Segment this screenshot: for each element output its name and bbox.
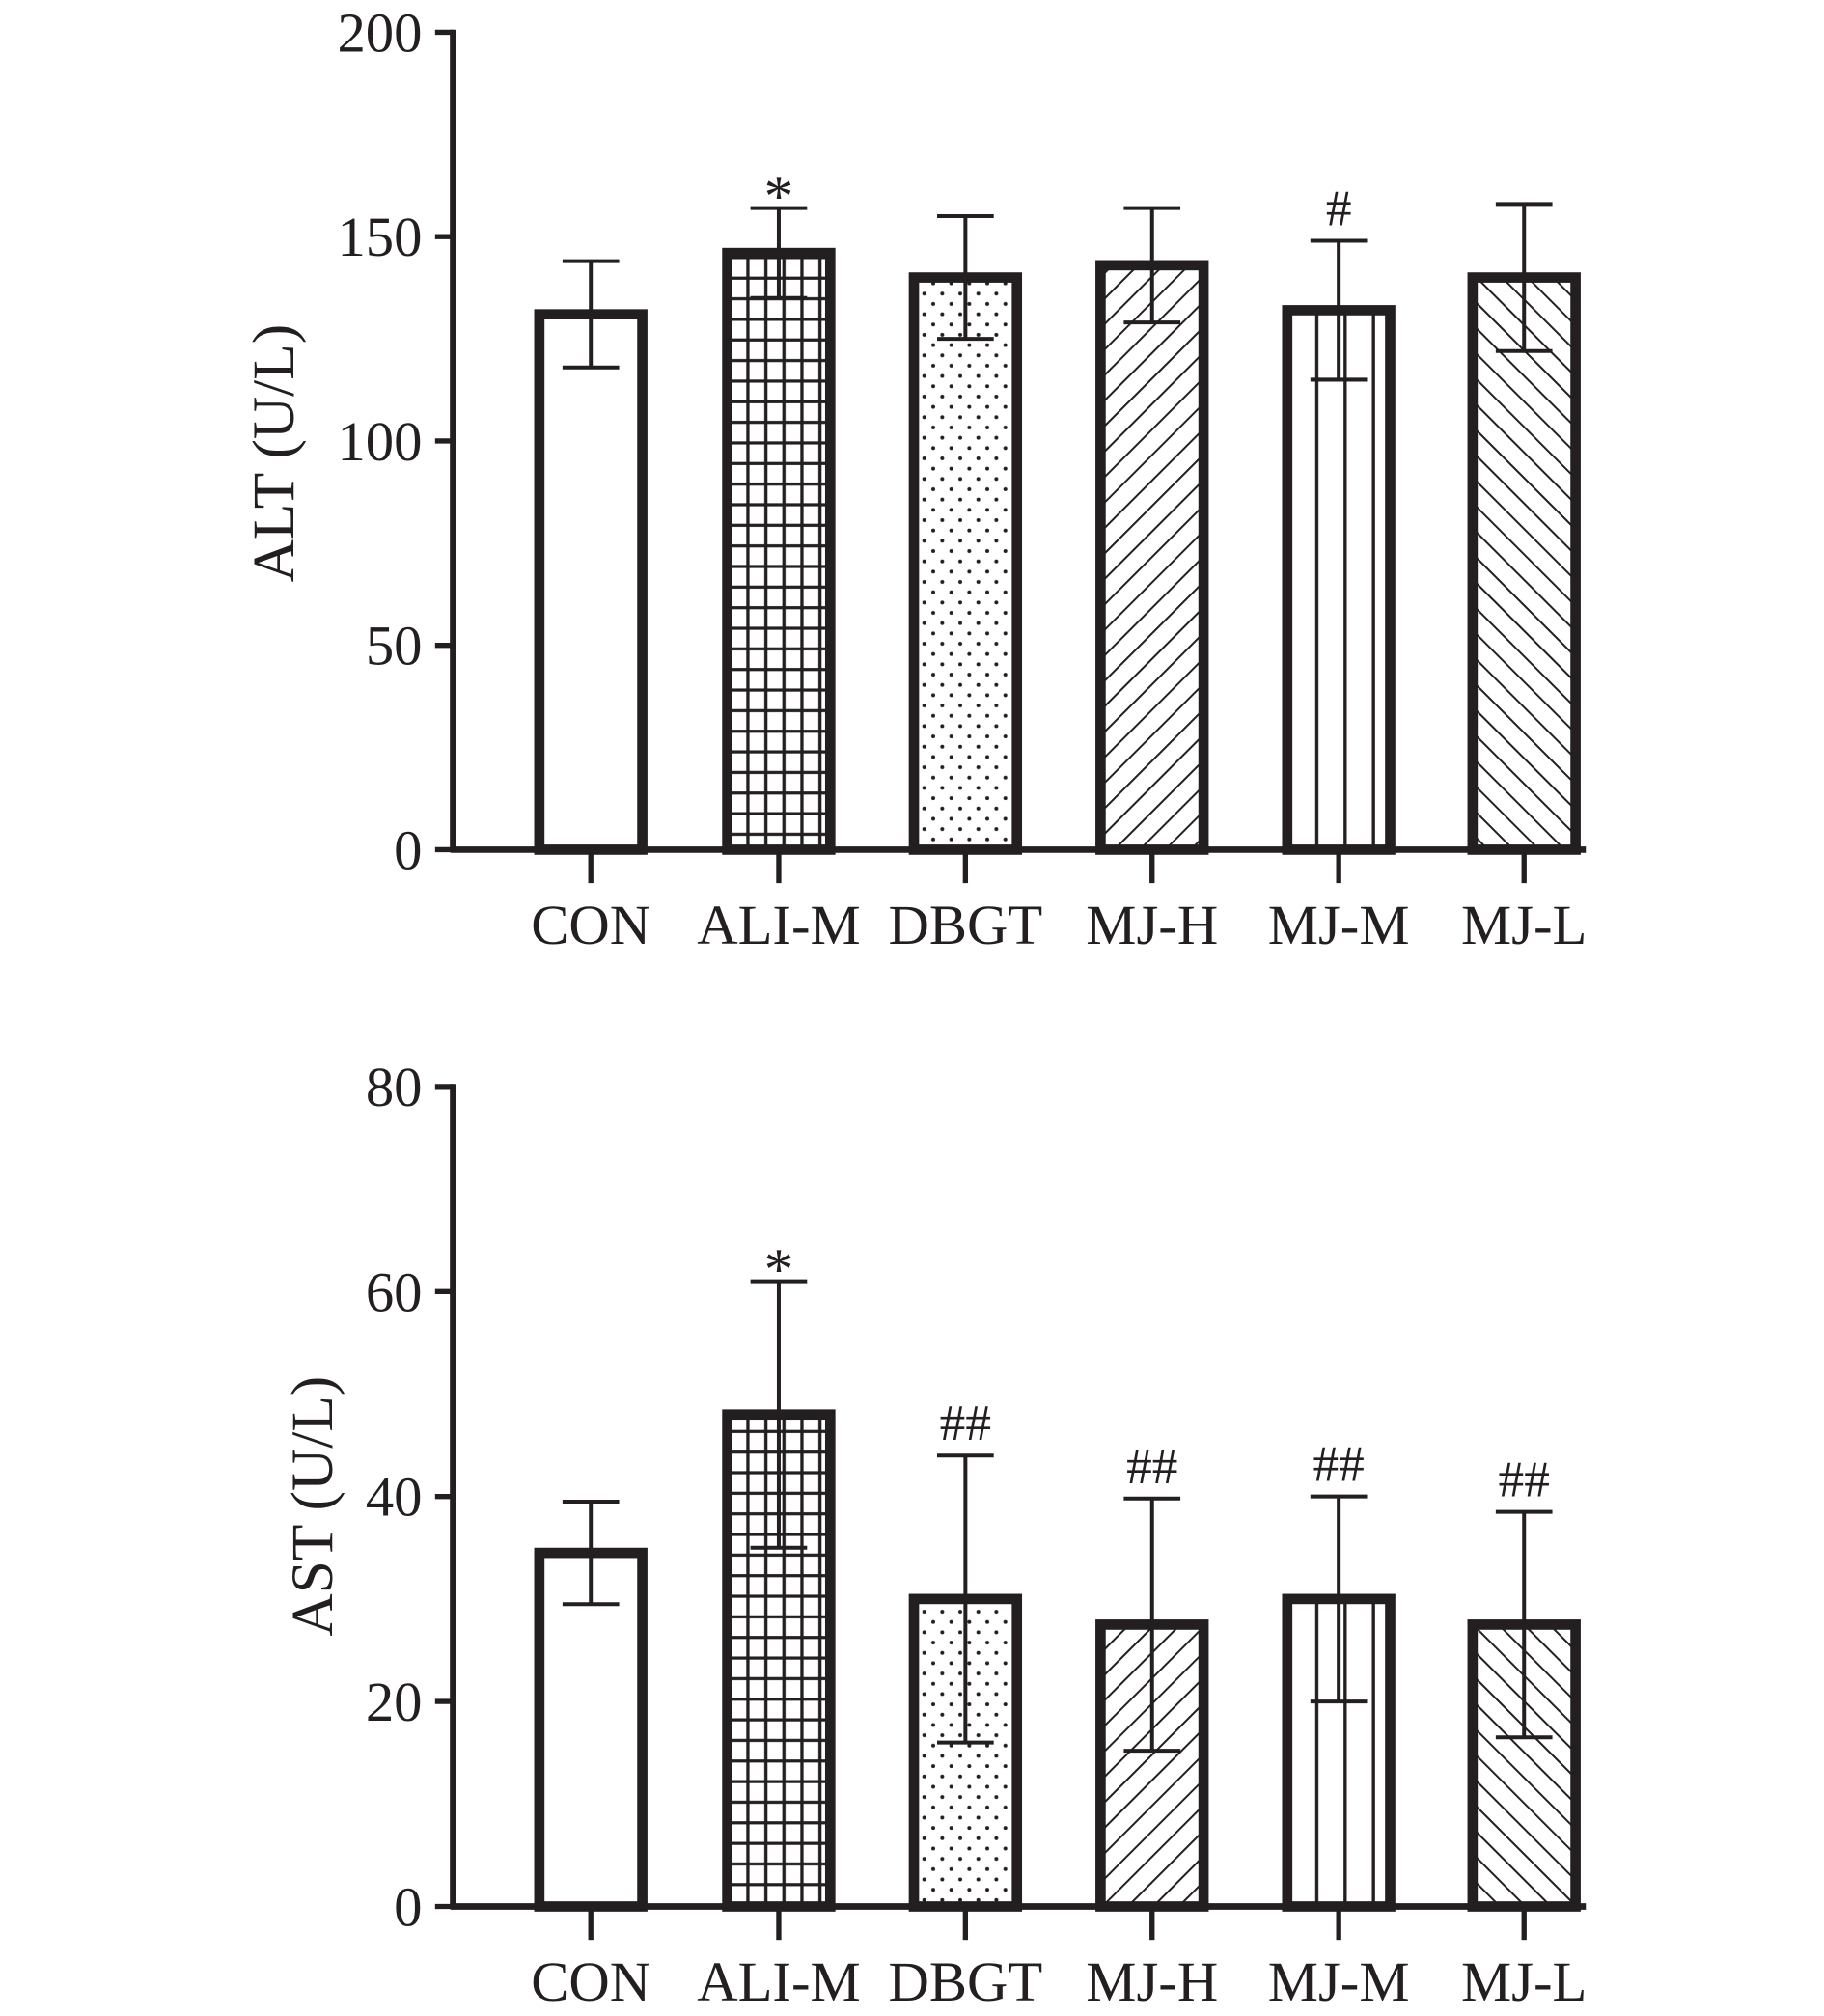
ast-chart: 0 20 40 60 80 AST (U/L) CON ALI-M * DBGT ## MJ-H ## M… [280, 1056, 1587, 2013]
y-axis-label: AST (U/L) [280, 1376, 345, 1637]
bar-con [534, 309, 648, 855]
significance-mark: ## [940, 1394, 991, 1451]
x-tick-label: MJ-H [1086, 894, 1218, 956]
bar-mj-h [1095, 260, 1209, 855]
significance-mark: # [1326, 179, 1352, 236]
significance-mark: * [764, 1237, 794, 1303]
x-tick-label: CON [531, 894, 650, 956]
y-tick-label: 100 [337, 410, 422, 473]
y-tick-label: 150 [337, 206, 422, 268]
bar-mj-l [1467, 272, 1581, 855]
x-tick-label: MJ-M [1268, 894, 1410, 956]
significance-mark: * [764, 164, 794, 230]
significance-mark: ## [1499, 1450, 1550, 1508]
bar-dbgt [908, 272, 1023, 855]
y-axis-label: ALT (U/L) [241, 324, 307, 583]
y-tick-label: 80 [366, 1056, 423, 1118]
y-tick-label: 40 [366, 1466, 423, 1529]
x-tick-label: ALI-M [697, 894, 860, 956]
significance-mark: ## [1313, 1435, 1364, 1493]
x-tick-label: MJ-H [1086, 1950, 1218, 2013]
x-tick-label: MJ-M [1268, 1950, 1410, 2013]
y-tick-label: 20 [366, 1671, 423, 1733]
y-tick-label: 200 [337, 1, 422, 64]
y-tick-label: 50 [366, 615, 423, 677]
x-tick-label: CON [531, 1950, 650, 2013]
bar-mj-m [1282, 305, 1396, 855]
y-tick-label: 0 [394, 818, 422, 881]
x-tick-label: MJ-L [1461, 894, 1587, 956]
significance-mark: ## [1126, 1437, 1177, 1495]
x-tick-label: DBGT [888, 1950, 1042, 2013]
alt-chart: 0 50 100 150 200 ALT (U/L) CON ALI-M * DBGT MJ-H MJ… [241, 1, 1587, 955]
x-tick-label: DBGT [888, 894, 1042, 956]
bar-ali-m [722, 247, 836, 855]
x-tick-label: ALI-M [697, 1950, 860, 2013]
y-tick-label: 60 [366, 1260, 423, 1323]
y-tick-label: 0 [394, 1876, 422, 1939]
x-tick-label: MJ-L [1461, 1950, 1587, 2013]
